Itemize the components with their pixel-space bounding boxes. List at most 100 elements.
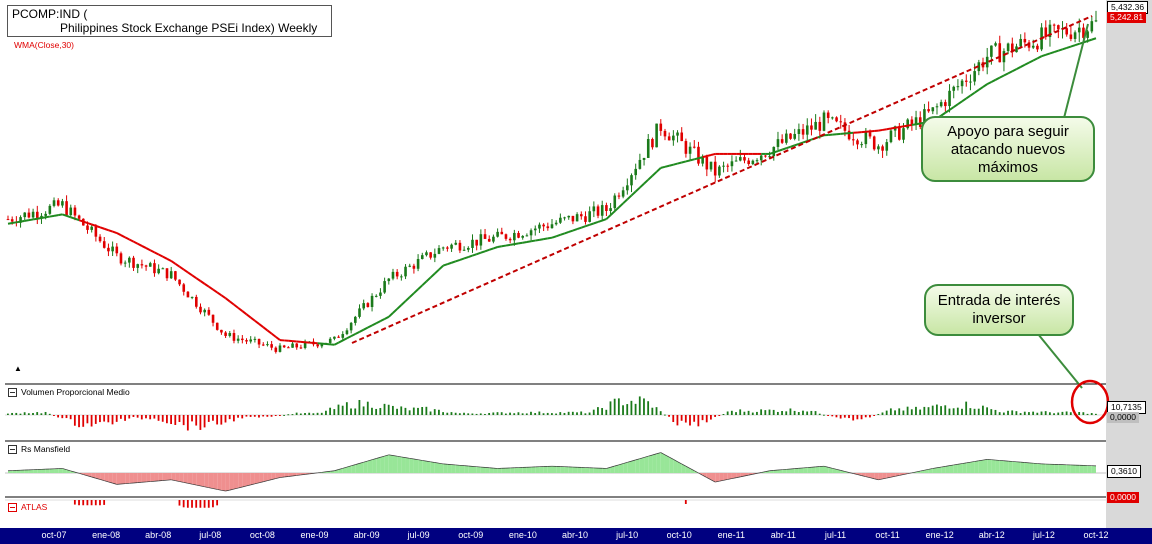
wma-segment [576, 226, 582, 231]
date-axis-label: abr-09 [353, 530, 380, 540]
volume-bar [408, 410, 411, 415]
mansfield-area [33, 469, 38, 473]
candle-body [203, 309, 206, 313]
volume-bar [73, 415, 76, 426]
volume-bar [15, 412, 18, 415]
candle-body [944, 102, 947, 107]
candle-body [483, 234, 487, 239]
wma-segment [601, 218, 607, 222]
wma-segment [124, 236, 130, 241]
mansfield-line [962, 462, 967, 464]
volume-bar [387, 404, 390, 415]
candle-body [479, 234, 483, 246]
candle-body [199, 306, 202, 313]
volume-bar [86, 415, 89, 424]
atlas-bar [73, 500, 76, 505]
volume-bar [23, 412, 26, 415]
date-axis-label: abr-08 [145, 530, 172, 540]
volume-bar [663, 414, 666, 416]
mansfield-area [125, 473, 130, 484]
wma-segment [413, 288, 419, 294]
volume-bar [216, 415, 219, 425]
candle-body [144, 265, 148, 267]
candle-body [245, 340, 248, 342]
wma-segment [363, 326, 369, 331]
volume-bar [115, 415, 118, 422]
volume-bar [371, 407, 373, 415]
wma-segment [535, 238, 540, 242]
mansfield-area [28, 469, 34, 473]
candle-body [672, 135, 675, 141]
volume-bar [990, 409, 993, 415]
volume-bar [902, 410, 905, 415]
candle-body [211, 314, 215, 323]
volume-bar [634, 403, 637, 415]
candle-body [496, 231, 499, 237]
wma-segment [501, 244, 507, 248]
candle-body [533, 228, 537, 231]
volume-bar [241, 415, 244, 419]
candle-body [680, 132, 684, 142]
atlas-bar [186, 500, 189, 508]
wma-segment [1011, 68, 1017, 73]
candle-body [831, 117, 834, 119]
scroll-up-arrow-icon[interactable]: ▲ [14, 364, 22, 373]
collapse-icon[interactable] [8, 444, 17, 454]
mansfield-line [342, 466, 348, 469]
mansfield-area [991, 459, 996, 473]
wma-segment [174, 263, 181, 268]
mansfield-area [116, 473, 121, 485]
mansfield-line [736, 476, 741, 479]
candle-body [768, 156, 771, 158]
collapse-icon[interactable] [8, 387, 17, 397]
volume-bar [994, 409, 997, 415]
mansfield-line [62, 468, 67, 471]
wma-segment [643, 178, 649, 185]
volume-bar [283, 414, 285, 416]
mansfield-line [886, 476, 892, 479]
wma-segment [1032, 57, 1038, 62]
volume-bar [718, 415, 721, 416]
volume-bar [329, 407, 332, 415]
volume-bar [814, 411, 817, 415]
wma-segment [133, 240, 139, 245]
wma-segment [685, 159, 691, 163]
mansfield-area [254, 473, 260, 484]
wma-segment [655, 167, 662, 173]
mansfield-line [681, 463, 687, 467]
volume-bar [823, 414, 825, 416]
volume-bar [1002, 412, 1005, 415]
volume-bar [961, 408, 963, 415]
mansfield-line [238, 486, 243, 489]
mansfield-line [246, 484, 251, 487]
candle-body [801, 129, 805, 135]
volume-bar [186, 415, 189, 431]
wma-segment [609, 210, 616, 216]
mansfield-line [974, 460, 979, 462]
volume-bar [450, 412, 453, 415]
atlas-panel-label: ATLAS [21, 502, 48, 512]
volume-bar [274, 415, 277, 416]
volume-bar [212, 415, 214, 421]
wma-segment [589, 222, 595, 226]
wma-segment [62, 213, 67, 217]
candle-body [136, 264, 140, 268]
collapse-icon[interactable] [8, 502, 17, 512]
mansfield-line [723, 479, 728, 481]
candle-body [914, 117, 918, 125]
wma-segment [706, 154, 712, 158]
candle-body [157, 268, 160, 274]
volume-bar [99, 415, 101, 423]
mansfield-area [58, 468, 63, 473]
mansfield-area [162, 473, 168, 481]
wma-segment [451, 260, 457, 264]
mansfield-line [292, 475, 297, 477]
mansfield-area [430, 461, 435, 473]
volume-bar [161, 415, 164, 422]
candle-body [785, 133, 788, 143]
volume-bar [760, 409, 763, 415]
volume-bar [873, 415, 876, 416]
mansfield-area [91, 473, 96, 479]
wma-segment [978, 86, 984, 91]
wma-segment [7, 222, 13, 225]
